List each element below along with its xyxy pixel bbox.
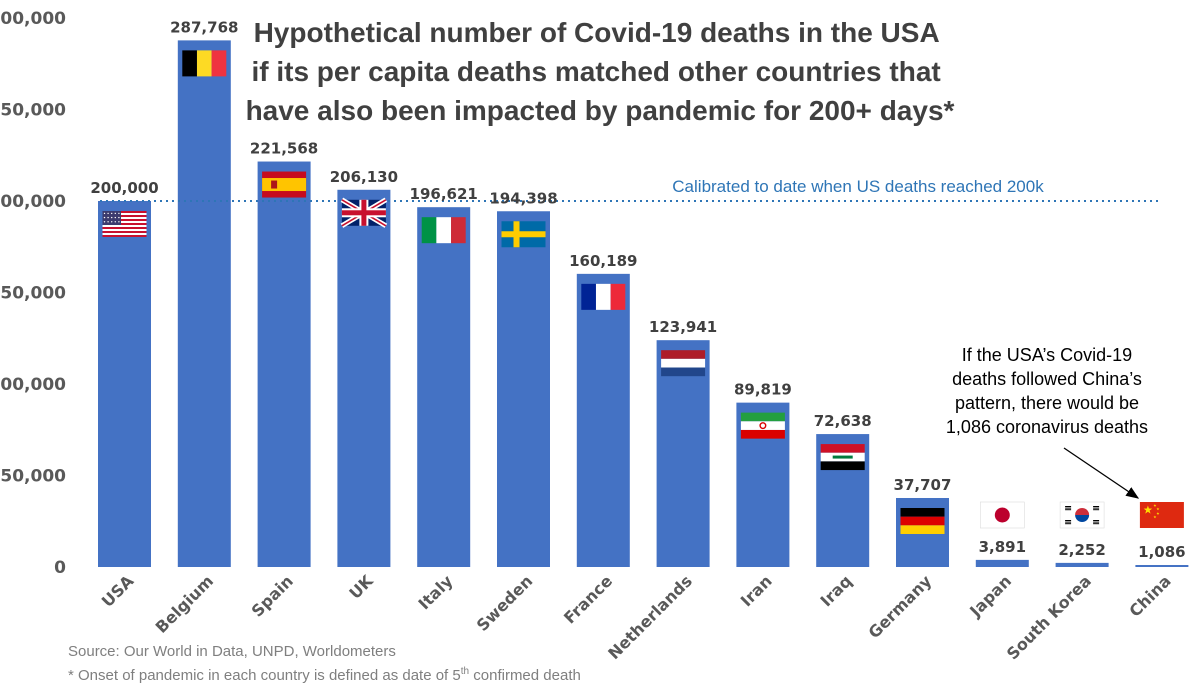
y-tick-label: 50,000 bbox=[0, 467, 66, 487]
bar-usa bbox=[98, 201, 151, 567]
bar-netherlands bbox=[656, 340, 710, 567]
iraq-flag-icon bbox=[820, 444, 865, 471]
china-annotation: If the USA’s Covid-19 deaths followed Chi… bbox=[946, 345, 1148, 499]
data-label: 37,707 bbox=[894, 476, 952, 494]
chart-title-line-2: if its per capita deaths matched other c… bbox=[251, 56, 940, 87]
usa-flag-icon bbox=[102, 211, 147, 237]
uk-flag-icon bbox=[340, 197, 388, 228]
chart-title-line-1: Hypothetical number of Covid-19 deaths i… bbox=[254, 17, 940, 48]
x-tick-label: Netherlands bbox=[604, 571, 696, 663]
data-label: 72,638 bbox=[814, 412, 872, 430]
annotation-line: If the USA’s Covid-19 bbox=[962, 345, 1132, 365]
flag-icons bbox=[102, 50, 1184, 534]
data-label: 123,941 bbox=[649, 318, 717, 336]
data-label: 206,130 bbox=[330, 168, 398, 186]
bar-italy bbox=[417, 207, 471, 567]
x-tick-label: Sweden bbox=[473, 571, 537, 635]
x-tick-label: Belgium bbox=[152, 571, 217, 636]
source-note: Source: Our World in Data, UNPD, Worldom… bbox=[68, 643, 396, 660]
spain-flag-icon bbox=[262, 171, 307, 198]
data-label: 196,621 bbox=[410, 185, 478, 203]
annotation-line: deaths followed China’s bbox=[952, 369, 1142, 389]
bar-uk bbox=[337, 189, 391, 567]
x-tick-label: Germany bbox=[864, 571, 935, 642]
bar-japan bbox=[975, 559, 1029, 567]
netherlands-flag-icon bbox=[661, 350, 706, 377]
bar-belgium bbox=[177, 40, 231, 567]
footnote-superscript: th bbox=[461, 666, 469, 677]
x-tick-label: Iran bbox=[737, 571, 776, 610]
reference-line-label: Calibrated to date when US deaths reache… bbox=[672, 177, 1044, 196]
y-tick-label: 300,000 bbox=[0, 9, 66, 29]
y-tick-label: 250,000 bbox=[0, 101, 66, 121]
japan-flag-icon bbox=[979, 501, 1025, 529]
bar-china bbox=[1135, 565, 1189, 567]
footnote: * Onset of pandemic in each country is d… bbox=[68, 666, 581, 684]
bar-sweden bbox=[497, 211, 550, 568]
iran-flag-icon bbox=[740, 412, 785, 439]
chart-title: Hypothetical number of Covid-19 deaths i… bbox=[246, 17, 955, 126]
bar-spain bbox=[257, 161, 311, 567]
footnote-text-end: confirmed death bbox=[469, 667, 581, 684]
y-axis: 0 50,000 100,000 150,000 200,000 250,000 300,0… bbox=[0, 9, 66, 578]
y-tick-label: 0 bbox=[54, 558, 66, 578]
bar-france bbox=[576, 273, 630, 567]
annotation-arrow bbox=[1063, 447, 1140, 499]
x-tick-label: France bbox=[560, 571, 616, 627]
x-tick-label: Japan bbox=[965, 571, 1015, 621]
data-label: 3,891 bbox=[979, 538, 1026, 556]
x-tick-label: Iraq bbox=[817, 571, 856, 610]
data-label: 2,252 bbox=[1058, 541, 1105, 559]
x-tick-label: China bbox=[1125, 571, 1174, 620]
x-tick-label: Italy bbox=[415, 571, 457, 613]
data-label: 1,086 bbox=[1138, 543, 1185, 561]
annotation-line: pattern, there would be bbox=[955, 393, 1139, 413]
x-tick-label: Spain bbox=[248, 571, 297, 620]
data-labels: 200,000 287,768 221,568 206,130 196,621 194,3… bbox=[90, 18, 1185, 561]
china-flag-icon bbox=[1139, 502, 1184, 528]
y-tick-label: 150,000 bbox=[0, 284, 66, 304]
france-flag-icon bbox=[581, 283, 626, 310]
bar-series bbox=[98, 40, 1189, 568]
data-label: 89,819 bbox=[734, 381, 792, 399]
footnote-text: * Onset of pandemic in each country is d… bbox=[68, 667, 461, 684]
sweden-flag-icon bbox=[501, 221, 546, 248]
data-label: 160,189 bbox=[569, 252, 637, 270]
italy-flag-icon bbox=[421, 217, 466, 244]
belgium-flag-icon bbox=[182, 50, 227, 77]
data-label: 287,768 bbox=[170, 18, 238, 36]
reference-line-group: Calibrated to date when US deaths reache… bbox=[100, 177, 1160, 202]
annotation-line: 1,086 coronavirus deaths bbox=[946, 417, 1148, 437]
germany-flag-icon bbox=[900, 507, 945, 534]
south-korea-flag-icon bbox=[1059, 501, 1105, 529]
y-tick-label: 200,000 bbox=[0, 192, 66, 212]
y-tick-label: 100,000 bbox=[0, 375, 66, 395]
x-tick-label: USA bbox=[98, 571, 138, 611]
bar-south-korea bbox=[1055, 562, 1109, 567]
x-tick-label: UK bbox=[345, 571, 377, 603]
data-label: 200,000 bbox=[90, 179, 158, 197]
x-tick-label: South Korea bbox=[1003, 571, 1095, 663]
chart-title-line-3: have also been impacted by pandemic for … bbox=[246, 95, 955, 126]
data-label: 221,568 bbox=[250, 140, 318, 158]
data-label: 194,398 bbox=[489, 189, 557, 207]
